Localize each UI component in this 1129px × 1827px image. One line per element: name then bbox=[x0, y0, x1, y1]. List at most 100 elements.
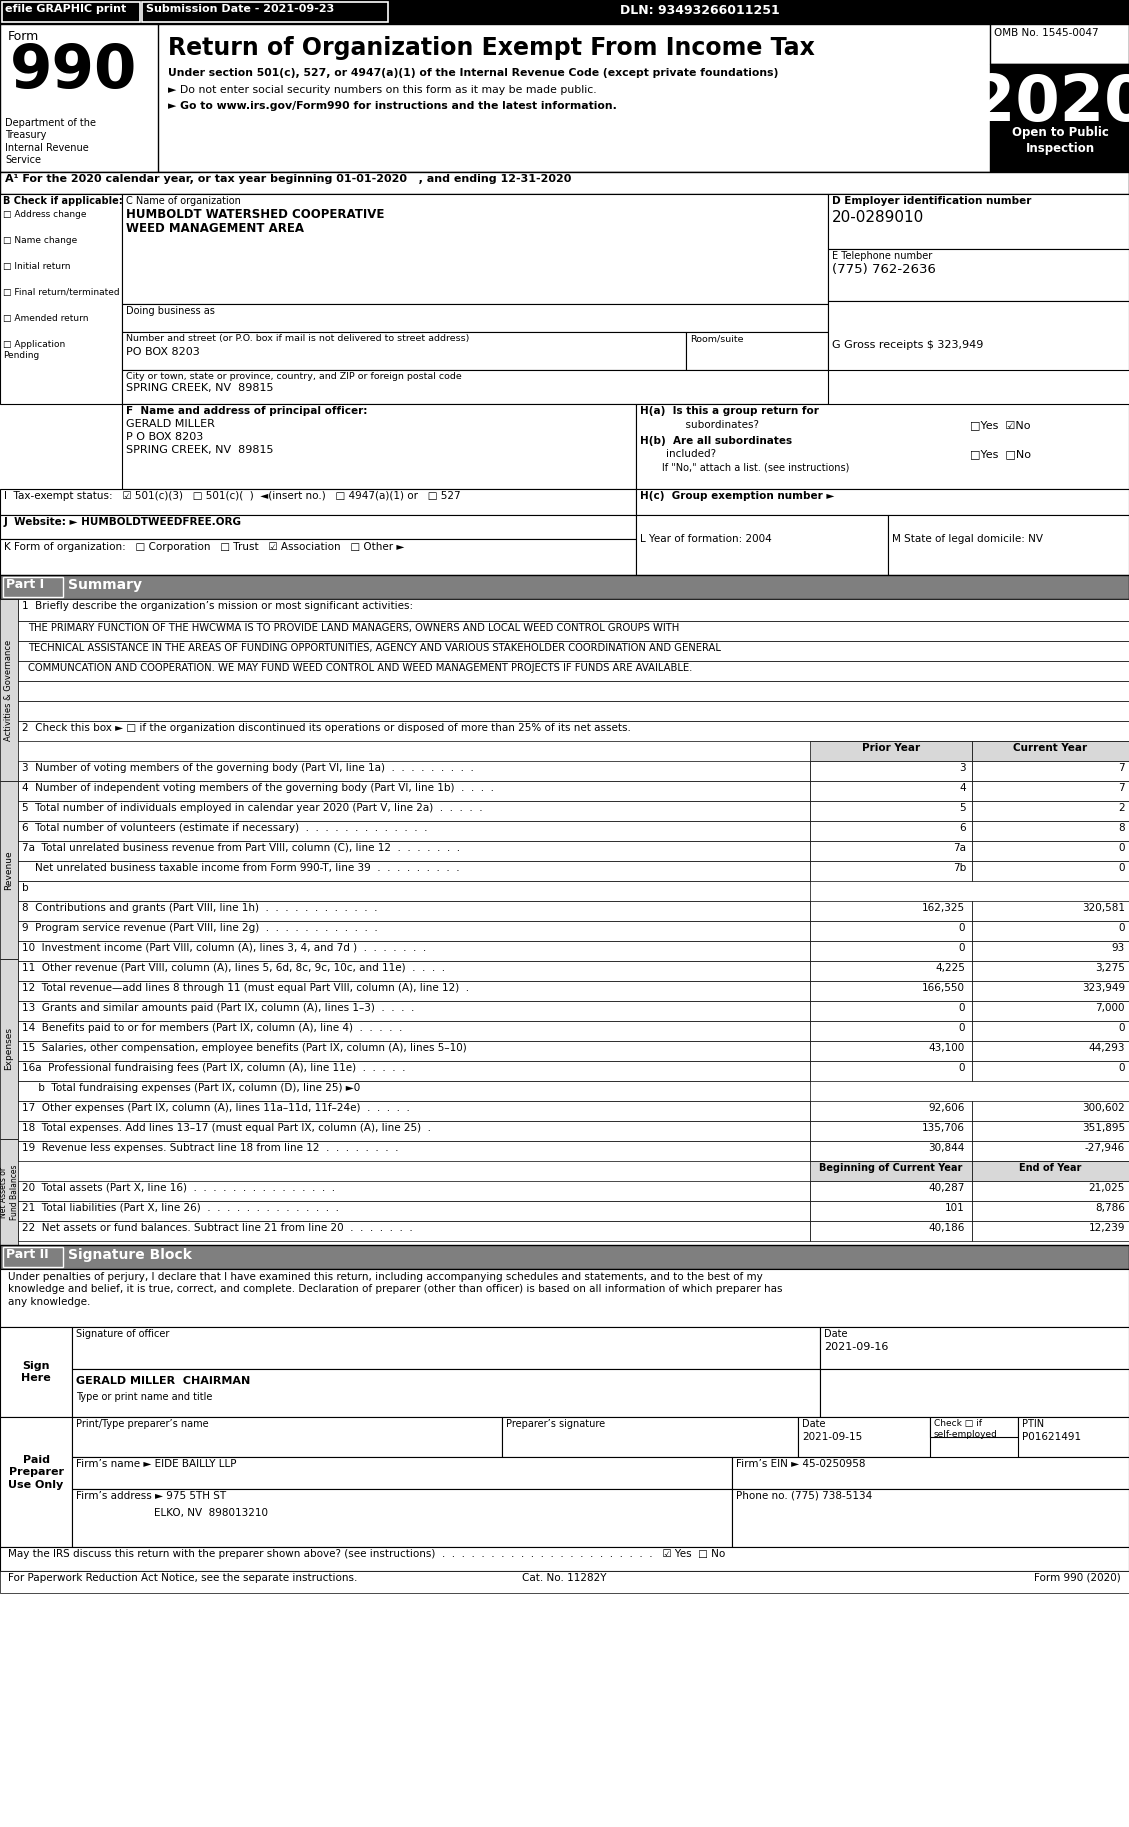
Bar bbox=[1018, 1418, 1129, 1456]
Bar bbox=[18, 1061, 809, 1082]
Text: □Yes  ☑No: □Yes ☑No bbox=[970, 420, 1031, 429]
Bar bbox=[732, 1456, 1129, 1489]
Text: 2: 2 bbox=[1119, 804, 1124, 813]
Text: 5  Total number of individuals employed in calendar year 2020 (Part V, line 2a) : 5 Total number of individuals employed i… bbox=[21, 804, 482, 813]
Text: 40,287: 40,287 bbox=[929, 1184, 965, 1193]
Text: 7: 7 bbox=[1119, 764, 1124, 773]
Text: 18  Total expenses. Add lines 13–17 (must equal Part IX, column (A), line 25)  .: 18 Total expenses. Add lines 13–17 (must… bbox=[21, 1124, 431, 1133]
Bar bbox=[18, 1082, 809, 1102]
Bar bbox=[809, 780, 972, 800]
Text: 92,606: 92,606 bbox=[929, 1104, 965, 1113]
Bar bbox=[72, 1456, 732, 1489]
Bar bbox=[18, 722, 1129, 742]
Text: Part II: Part II bbox=[6, 1248, 49, 1261]
Text: 30,844: 30,844 bbox=[929, 1144, 965, 1153]
Text: 21,025: 21,025 bbox=[1088, 1184, 1124, 1193]
Text: 300,602: 300,602 bbox=[1083, 1104, 1124, 1113]
Text: Current Year: Current Year bbox=[1013, 744, 1087, 753]
Bar bbox=[990, 64, 1129, 172]
Bar bbox=[142, 2, 388, 22]
Text: 166,550: 166,550 bbox=[922, 983, 965, 994]
Bar bbox=[972, 1160, 1129, 1180]
Text: E Telephone number: E Telephone number bbox=[832, 250, 933, 261]
Text: Net unrelated business taxable income from Form 990-T, line 39  .  .  .  .  .  .: Net unrelated business taxable income fr… bbox=[21, 862, 460, 873]
Text: 93: 93 bbox=[1112, 943, 1124, 954]
Text: 7a  Total unrelated business revenue from Part VIII, column (C), line 12  .  .  : 7a Total unrelated business revenue from… bbox=[21, 842, 461, 853]
Text: G Gross receipts $ 323,949: G Gross receipts $ 323,949 bbox=[832, 340, 983, 351]
Text: Beginning of Current Year: Beginning of Current Year bbox=[820, 1164, 963, 1173]
Text: 8,786: 8,786 bbox=[1095, 1202, 1124, 1213]
Bar bbox=[122, 404, 636, 490]
Bar bbox=[990, 24, 1129, 64]
Bar bbox=[502, 1418, 798, 1456]
Bar bbox=[972, 1200, 1129, 1220]
Bar bbox=[972, 1001, 1129, 1021]
Bar bbox=[122, 194, 828, 303]
Bar bbox=[809, 921, 972, 941]
Bar bbox=[732, 1489, 1129, 1547]
Text: Number and street (or P.O. box if mail is not delivered to street address): Number and street (or P.O. box if mail i… bbox=[126, 334, 470, 343]
Bar bbox=[0, 599, 18, 780]
Bar bbox=[0, 1270, 1129, 1326]
Text: 0: 0 bbox=[1119, 842, 1124, 853]
Bar bbox=[809, 1061, 972, 1082]
Text: Signature Block: Signature Block bbox=[68, 1248, 192, 1262]
Bar bbox=[18, 881, 809, 901]
Bar bbox=[0, 490, 636, 515]
Bar bbox=[809, 1180, 972, 1200]
Bar bbox=[972, 820, 1129, 840]
Text: 0: 0 bbox=[1119, 923, 1124, 934]
Text: □ Application
Pending: □ Application Pending bbox=[3, 340, 65, 360]
Text: 7b: 7b bbox=[953, 862, 966, 873]
Bar bbox=[18, 961, 809, 981]
Bar bbox=[809, 840, 972, 861]
Text: 22  Net assets or fund balances. Subtract line 21 from line 20  .  .  .  .  .  .: 22 Net assets or fund balances. Subtract… bbox=[21, 1222, 413, 1233]
Bar bbox=[0, 780, 18, 959]
Bar bbox=[72, 1489, 732, 1547]
Text: 2021-09-15: 2021-09-15 bbox=[802, 1432, 863, 1442]
Bar bbox=[18, 1122, 809, 1142]
Text: 0: 0 bbox=[959, 943, 965, 954]
Text: 3,275: 3,275 bbox=[1095, 963, 1124, 974]
Bar bbox=[72, 1326, 820, 1368]
Text: Prior Year: Prior Year bbox=[861, 744, 920, 753]
Bar bbox=[18, 641, 1129, 661]
Text: Activities & Governance: Activities & Governance bbox=[5, 639, 14, 740]
Bar bbox=[18, 702, 1129, 722]
Text: 3  Number of voting members of the governing body (Part VI, line 1a)  .  .  .  .: 3 Number of voting members of the govern… bbox=[21, 764, 474, 773]
Bar bbox=[972, 742, 1129, 762]
Text: Preparer’s signature: Preparer’s signature bbox=[506, 1420, 605, 1429]
Bar bbox=[18, 1142, 809, 1160]
Text: Return of Organization Exempt From Income Tax: Return of Organization Exempt From Incom… bbox=[168, 37, 815, 60]
Text: 990: 990 bbox=[10, 42, 138, 100]
Text: P O BOX 8203: P O BOX 8203 bbox=[126, 431, 203, 442]
Text: Sign
Here: Sign Here bbox=[21, 1361, 51, 1383]
Text: 7,000: 7,000 bbox=[1095, 1003, 1124, 1012]
Text: A¹ For the 2020 calendar year, or tax year beginning 01-01-2020   , and ending 1: A¹ For the 2020 calendar year, or tax ye… bbox=[5, 174, 571, 185]
Bar bbox=[3, 1248, 63, 1266]
Bar bbox=[18, 681, 1129, 702]
Text: □ Address change: □ Address change bbox=[3, 210, 87, 219]
Bar bbox=[18, 1102, 809, 1122]
Text: 6: 6 bbox=[960, 822, 966, 833]
Bar bbox=[122, 333, 686, 371]
Bar bbox=[0, 0, 1129, 24]
Bar bbox=[0, 959, 18, 1138]
Text: efile GRAPHIC print: efile GRAPHIC print bbox=[5, 4, 126, 15]
Text: B Check if applicable:: B Check if applicable: bbox=[3, 195, 123, 206]
Text: F  Name and address of principal officer:: F Name and address of principal officer: bbox=[126, 406, 367, 417]
Text: Type or print name and title: Type or print name and title bbox=[76, 1392, 212, 1401]
Text: Paid
Preparer
Use Only: Paid Preparer Use Only bbox=[8, 1454, 63, 1489]
Bar bbox=[972, 1041, 1129, 1061]
Bar bbox=[0, 24, 158, 172]
Bar bbox=[809, 901, 972, 921]
Bar bbox=[18, 861, 809, 881]
Bar bbox=[972, 1122, 1129, 1142]
Bar bbox=[0, 172, 1129, 194]
Text: 9  Program service revenue (Part VIII, line 2g)  .  .  .  .  .  .  .  .  .  .  .: 9 Program service revenue (Part VIII, li… bbox=[21, 923, 378, 934]
Text: 8  Contributions and grants (Part VIII, line 1h)  .  .  .  .  .  .  .  .  .  .  : 8 Contributions and grants (Part VIII, l… bbox=[21, 903, 377, 914]
Text: □ Final return/terminated: □ Final return/terminated bbox=[3, 289, 120, 298]
Text: C Name of organization: C Name of organization bbox=[126, 195, 240, 206]
Text: DLN: 93493266011251: DLN: 93493266011251 bbox=[620, 4, 780, 16]
Bar bbox=[18, 901, 809, 921]
